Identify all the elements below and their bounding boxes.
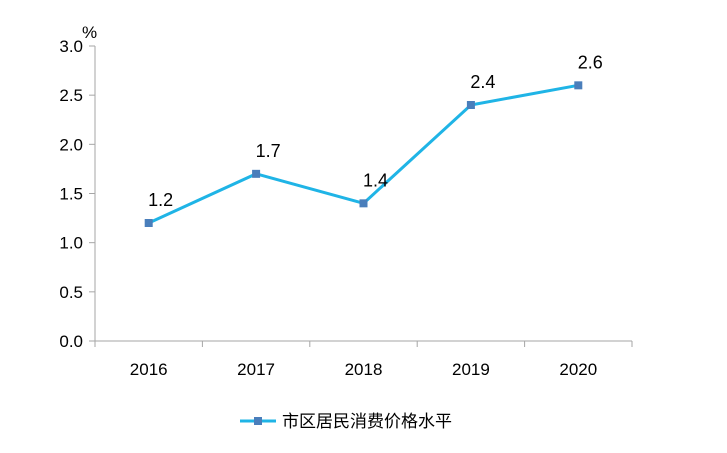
x-tick-label: 2019 bbox=[452, 360, 490, 379]
x-axis: 2016 2017 2018 2019 2020 bbox=[94, 340, 633, 379]
y-tick-label: 2.0 bbox=[59, 135, 83, 154]
y-tick-label: 2.5 bbox=[59, 86, 83, 105]
data-label: 1.4 bbox=[363, 170, 388, 190]
legend: 市区居民消费价格水平 bbox=[240, 412, 452, 432]
data-label: 2.6 bbox=[578, 52, 603, 72]
x-tick-label: 2020 bbox=[559, 360, 597, 379]
data-point bbox=[144, 219, 153, 227]
x-tick-label: 2016 bbox=[130, 360, 168, 379]
data-label: 1.2 bbox=[148, 190, 173, 210]
data-point bbox=[574, 81, 583, 90]
y-tick-label: 1.0 bbox=[59, 234, 83, 253]
y-axis-unit-label: % bbox=[82, 23, 97, 42]
y-axis: 0.0 0.5 1.0 1.5 2.0 2.5 3.0 bbox=[59, 37, 96, 351]
series-layer: 1.2 1.7 1.4 2.4 2.6 bbox=[144, 52, 603, 227]
data-point bbox=[252, 169, 261, 178]
data-point bbox=[359, 199, 368, 208]
x-tick-label: 2017 bbox=[237, 360, 275, 379]
y-tick-label: 1.5 bbox=[59, 185, 83, 204]
y-tick-label: 3.0 bbox=[59, 37, 83, 56]
legend-label: 市区居民消费价格水平 bbox=[282, 412, 452, 432]
y-tick-label: 0.5 bbox=[59, 283, 83, 302]
x-tick-label: 2018 bbox=[345, 360, 383, 379]
legend-marker bbox=[254, 417, 262, 425]
y-tick-label: 0.0 bbox=[59, 332, 83, 351]
data-label: 1.7 bbox=[256, 141, 281, 161]
data-label: 2.4 bbox=[470, 72, 495, 92]
data-point bbox=[466, 101, 475, 109]
